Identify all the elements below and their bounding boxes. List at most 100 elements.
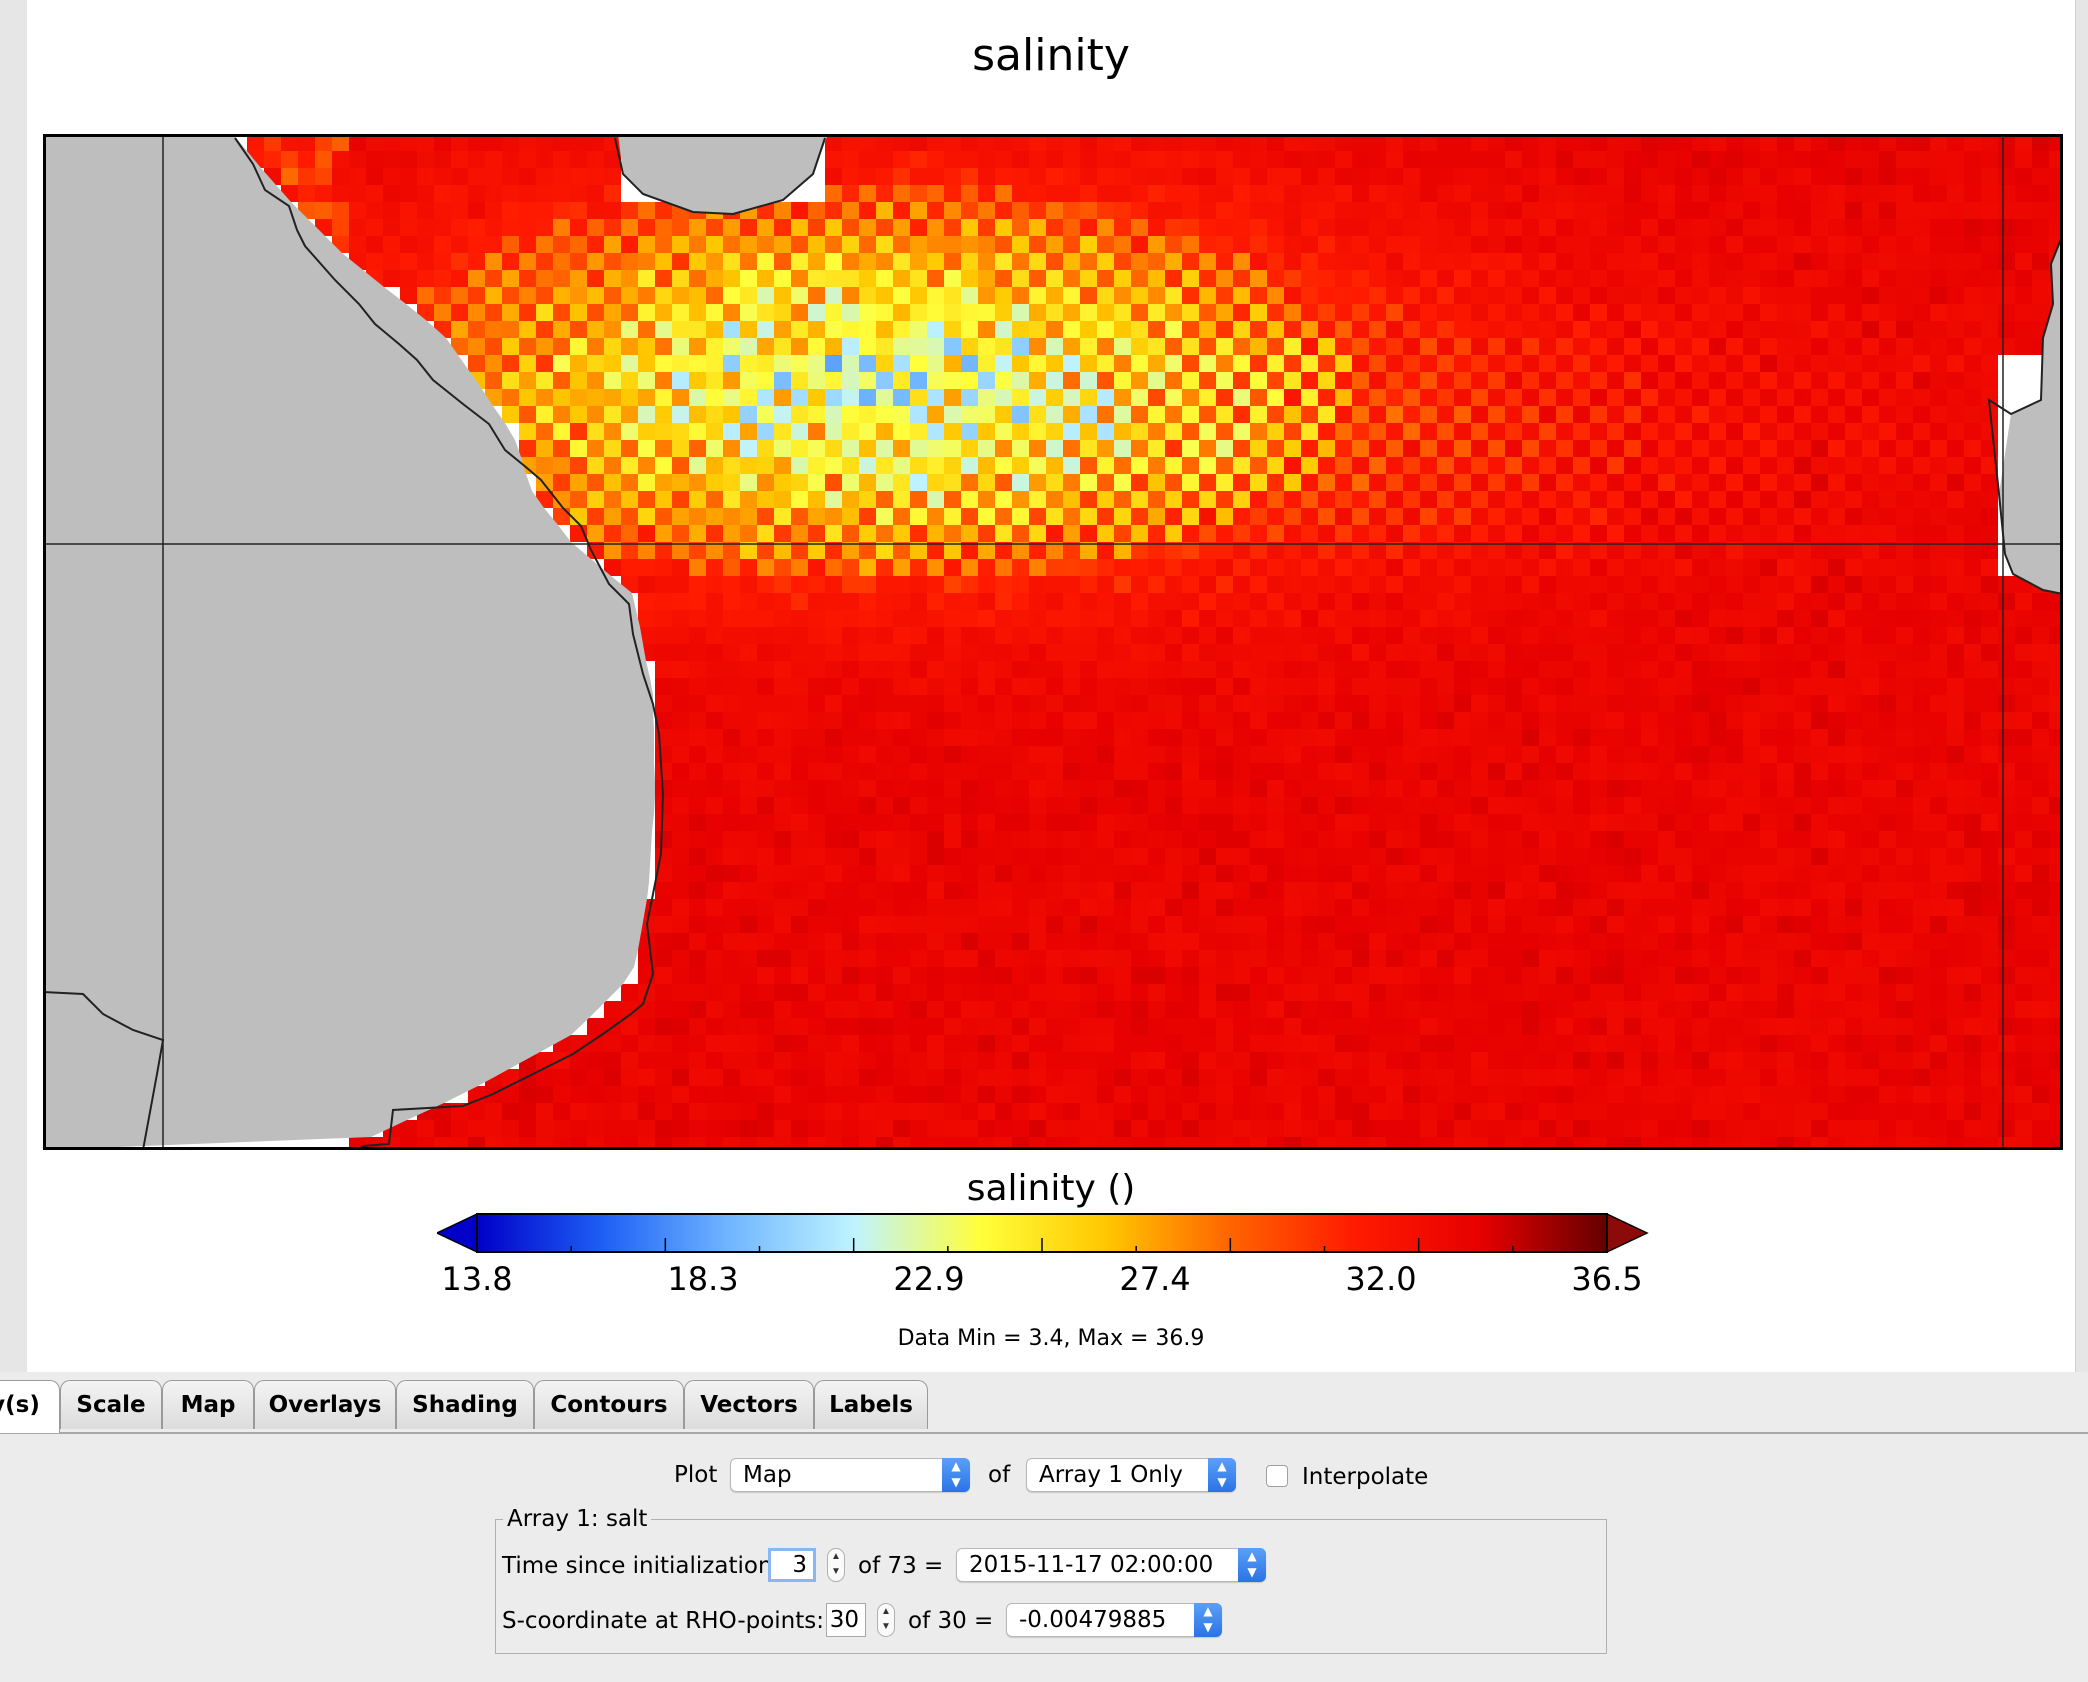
heatmap-cell (1437, 355, 1454, 372)
heatmap-cell (1607, 389, 1624, 406)
heatmap-cell (1352, 1069, 1369, 1086)
heatmap-cell (1012, 287, 1029, 304)
heatmap-cell (1437, 746, 1454, 763)
heatmap-cell (1216, 304, 1233, 321)
heatmap-cell (876, 797, 893, 814)
heatmap-cell (1301, 423, 1318, 440)
heatmap-cell (1539, 746, 1556, 763)
heatmap-cell (774, 1001, 791, 1018)
heatmap-cell (910, 661, 927, 678)
heatmap-cell (1981, 763, 1998, 780)
heatmap-cell (1896, 474, 1913, 491)
heatmap-cell (1029, 695, 1046, 712)
heatmap-cell (1692, 933, 1709, 950)
heatmap-cell (1046, 559, 1063, 576)
heatmap-cell (1267, 729, 1284, 746)
heatmap-cell (1335, 287, 1352, 304)
heatmap-cell (927, 151, 944, 168)
heatmap-cell (1539, 355, 1556, 372)
heatmap-cell (1284, 950, 1301, 967)
heatmap-cell (1369, 474, 1386, 491)
heatmap-cell (1335, 661, 1352, 678)
heatmap-cell (791, 270, 808, 287)
heatmap-cell (723, 916, 740, 933)
heatmap-cell (978, 406, 995, 423)
heatmap-cell (1641, 1069, 1658, 1086)
heatmap-cell (1930, 678, 1947, 695)
heatmap-cell (910, 304, 927, 321)
heatmap-cell (1709, 950, 1726, 967)
heatmap-cell (1828, 559, 1845, 576)
heatmap-cell (1641, 967, 1658, 984)
heatmap-cell (961, 440, 978, 457)
heatmap-cell (1522, 746, 1539, 763)
heatmap-cell (1318, 984, 1335, 1001)
heatmap-cell (774, 644, 791, 661)
heatmap-cell (1896, 287, 1913, 304)
heatmap-cell (927, 848, 944, 865)
heatmap-cell (910, 185, 927, 202)
heatmap-cell (1607, 542, 1624, 559)
heatmap-cell (740, 321, 757, 338)
heatmap-cell (1981, 508, 1998, 525)
heatmap-cell (1794, 848, 1811, 865)
heatmap-cell (1505, 219, 1522, 236)
heatmap-cell (1165, 967, 1182, 984)
heatmap-cell (1454, 287, 1471, 304)
heatmap-cell (519, 406, 536, 423)
heatmap-cell (995, 134, 1012, 151)
heatmap-cell (1471, 950, 1488, 967)
heatmap-cell (1964, 525, 1981, 542)
heatmap-cell (1641, 236, 1658, 253)
heatmap-cell (791, 661, 808, 678)
heatmap-cell (1811, 508, 1828, 525)
heatmap-cell (1386, 933, 1403, 950)
heatmap-cell (1879, 270, 1896, 287)
heatmap-cell (1590, 1035, 1607, 1052)
heatmap-cell (587, 457, 604, 474)
heatmap-cell (1692, 1052, 1709, 1069)
heatmap-cell (1964, 202, 1981, 219)
heatmap-cell (978, 916, 995, 933)
heatmap-cell (1709, 355, 1726, 372)
heatmap-cell (1811, 729, 1828, 746)
heatmap-cell (1505, 151, 1522, 168)
heatmap-cell (1216, 950, 1233, 967)
heatmap-cell (723, 287, 740, 304)
heatmap-cell (774, 304, 791, 321)
heatmap-cell (1335, 627, 1352, 644)
heatmap-cell (1437, 831, 1454, 848)
heatmap-cell (1369, 984, 1386, 1001)
heatmap-cell (366, 219, 383, 236)
heatmap-cell (1794, 1018, 1811, 1035)
heatmap-cell (1743, 253, 1760, 270)
heatmap-cell (1352, 899, 1369, 916)
heatmap-cell (1046, 797, 1063, 814)
heatmap-cell (1709, 678, 1726, 695)
heatmap-cell (876, 253, 893, 270)
heatmap-cell (1233, 355, 1250, 372)
heatmap-cell (1284, 372, 1301, 389)
heatmap-cell (1726, 1001, 1743, 1018)
heatmap-cell (1046, 1035, 1063, 1052)
heatmap-cell (893, 253, 910, 270)
heatmap-cell (1828, 695, 1845, 712)
heatmap-cell (927, 916, 944, 933)
heatmap-cell (808, 916, 825, 933)
heatmap-cell (1318, 848, 1335, 865)
heatmap-cell (1318, 559, 1335, 576)
heatmap-cell (1301, 661, 1318, 678)
heatmap-cell (1012, 457, 1029, 474)
heatmap-cell (927, 134, 944, 151)
heatmap-cell (1063, 967, 1080, 984)
heatmap-cell (1233, 559, 1250, 576)
heatmap-cell (1114, 389, 1131, 406)
heatmap-cell (723, 644, 740, 661)
heatmap-cell (1267, 287, 1284, 304)
heatmap-cell (1726, 899, 1743, 916)
heatmap-cell (1845, 491, 1862, 508)
heatmap-cell (1522, 1018, 1539, 1035)
heatmap-cell (978, 678, 995, 695)
heatmap-cell (1726, 763, 1743, 780)
heatmap-cell (723, 712, 740, 729)
